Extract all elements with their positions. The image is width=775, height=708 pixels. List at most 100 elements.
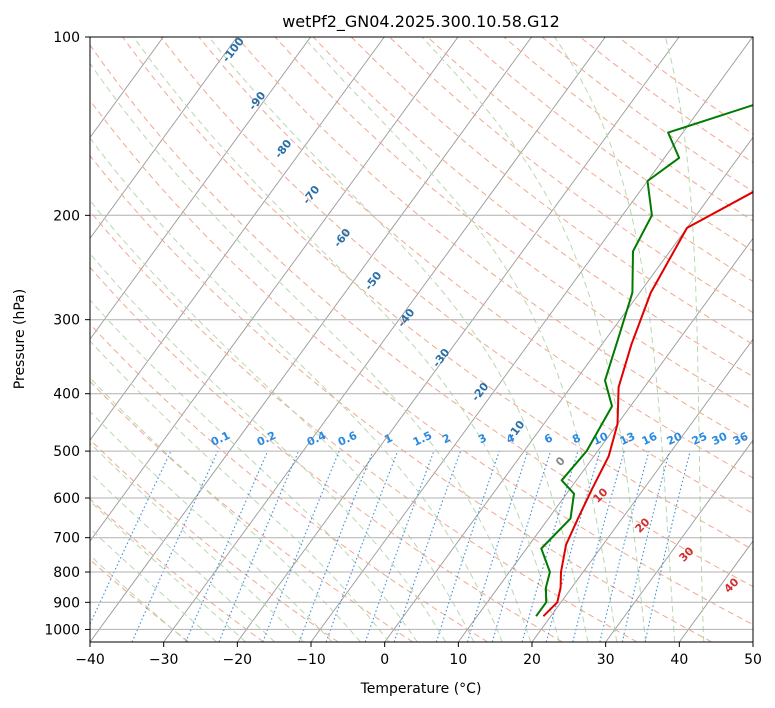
mixing-ratio-line bbox=[90, 450, 172, 626]
x-tick-label: 30 bbox=[597, 652, 615, 668]
mixing-ratio-label: 0.2 bbox=[255, 429, 278, 449]
y-tick-label: 900 bbox=[53, 595, 80, 611]
mixing-ratio-line bbox=[521, 450, 579, 642]
isotherm-line bbox=[457, 237, 753, 642]
dry-adiabat-label: -30 bbox=[430, 346, 453, 370]
dry-adiabat-line bbox=[503, 37, 753, 222]
y-axis: 100 200 300 400 500 600 700 800 900 1000 bbox=[44, 30, 90, 638]
moist-adiabat-line bbox=[90, 62, 532, 642]
moist-adiabat-line bbox=[554, 37, 676, 642]
dry-adiabat-label: -90 bbox=[246, 89, 269, 113]
isotherm-line bbox=[605, 439, 753, 642]
dry-adiabat-label: -50 bbox=[362, 269, 385, 293]
mixing-ratio-label: 30 bbox=[710, 430, 730, 448]
moist-adiabat-line bbox=[90, 554, 188, 642]
mixing-ratio-label: 16 bbox=[640, 430, 660, 448]
mixing-ratio-label: 1 bbox=[382, 431, 394, 446]
dry-adiabat-line bbox=[541, 37, 753, 193]
x-tick-label: 0 bbox=[380, 652, 389, 668]
mixing-ratio-label: 0.6 bbox=[336, 429, 359, 449]
mixing-ratio-label: 0.1 bbox=[209, 429, 232, 449]
mixing-ratio-line bbox=[298, 450, 374, 642]
chart-title: wetPf2_GN04.2025.300.10.58.G12 bbox=[282, 12, 560, 32]
mixing-ratio-label: 13 bbox=[618, 430, 637, 448]
moist-adiabat-line bbox=[303, 37, 618, 642]
mixing-ratio-label: 6 bbox=[542, 431, 555, 446]
y-tick-label: 300 bbox=[53, 313, 80, 329]
mixing-ratio-line bbox=[364, 450, 435, 642]
isotherm-line bbox=[752, 641, 753, 642]
moist-adiabat-line bbox=[208, 37, 589, 642]
mixing-ratio-line bbox=[572, 450, 625, 642]
mixing-ratio-line bbox=[185, 450, 269, 642]
moist-adiabat-line bbox=[90, 500, 247, 642]
mixing-ratio-line bbox=[325, 450, 399, 642]
mixing-ratio-line bbox=[393, 450, 462, 642]
moist-adiabat-line bbox=[90, 410, 333, 642]
dry-adiabat-line bbox=[389, 37, 753, 314]
plot-frame bbox=[89, 36, 754, 643]
x-tick-label: −30 bbox=[149, 652, 179, 668]
dry-adiabat-label: -60 bbox=[331, 226, 354, 250]
moist-adiabat-line bbox=[90, 377, 361, 642]
dry-adiabat-line bbox=[90, 210, 638, 642]
mixing-ratio-line bbox=[466, 450, 529, 642]
isotherm-line bbox=[90, 37, 385, 441]
isotherm-line bbox=[90, 37, 459, 542]
dry-adiabat-line bbox=[90, 558, 190, 642]
dry-adiabat-line bbox=[90, 323, 488, 642]
y-tick-label: 800 bbox=[53, 565, 80, 581]
moist-adiabat-label: 20 bbox=[633, 515, 653, 535]
dry-adiabat-line bbox=[160, 37, 753, 514]
mixing-ratio-line bbox=[131, 450, 219, 642]
moist-adiabat-line bbox=[664, 37, 705, 642]
x-tick-label: 20 bbox=[523, 652, 541, 668]
moist-adiabat-line bbox=[90, 252, 447, 642]
isotherm-line bbox=[384, 136, 753, 642]
x-tick-label: 10 bbox=[449, 652, 467, 668]
isotherm-line bbox=[236, 37, 680, 642]
mixing-ratio-line bbox=[599, 450, 650, 642]
moist-adiabat-line bbox=[90, 340, 390, 642]
isotherm-line bbox=[90, 37, 238, 240]
moist-adiabat-line bbox=[421, 37, 647, 642]
y-tick-label: 200 bbox=[53, 208, 80, 224]
mixing-ratio-line bbox=[545, 450, 601, 642]
moist-adiabat-line bbox=[90, 199, 475, 642]
x-axis: −40 −30 −20 −10 0 10 20 30 40 50 bbox=[75, 642, 762, 668]
mixing-ratio-line bbox=[621, 450, 671, 642]
dry-adiabat-line bbox=[90, 44, 753, 588]
isotherm-line bbox=[531, 338, 753, 642]
dry-adiabat-line bbox=[90, 498, 264, 642]
mixing-ratio-line bbox=[491, 450, 552, 642]
isotherm-line bbox=[90, 37, 311, 340]
dry-adiabat-line bbox=[198, 37, 753, 479]
dry-adiabat-label: -20 bbox=[469, 380, 492, 404]
dry-adiabat-line bbox=[465, 37, 753, 252]
y-tick-label: 400 bbox=[53, 387, 80, 403]
dry-adiabat-label: -100 bbox=[220, 35, 247, 65]
moist-adiabat-line bbox=[90, 299, 418, 642]
moist-adiabat-label: 40 bbox=[722, 575, 742, 595]
background-lines bbox=[90, 37, 753, 642]
mixing-ratio-label: 25 bbox=[690, 430, 709, 448]
y-tick-label: 500 bbox=[53, 444, 80, 460]
moist-adiabat-label: 10 bbox=[591, 485, 611, 505]
mixing-ratio-label: 1.5 bbox=[411, 429, 434, 449]
mixing-ratio-line bbox=[218, 450, 300, 642]
y-tick-label: 1000 bbox=[44, 622, 80, 638]
isotherm-line bbox=[163, 37, 606, 642]
moist-adiabat-line bbox=[90, 527, 217, 642]
dry-adiabat-line bbox=[617, 37, 753, 135]
moist-adiabat-label: 30 bbox=[677, 544, 697, 564]
dry-adiabat-line bbox=[312, 37, 753, 378]
mixing-ratio-label: 20 bbox=[665, 430, 685, 448]
dry-adiabat-line bbox=[427, 37, 753, 283]
y-axis-label: Pressure (hPa) bbox=[12, 289, 28, 389]
dry-adiabat-line bbox=[236, 37, 753, 445]
profile-lines bbox=[535, 104, 753, 617]
mixing-ratio-label: 0.4 bbox=[305, 429, 328, 449]
dewpoint-profile-line bbox=[535, 104, 753, 617]
y-tick-label: 700 bbox=[53, 531, 80, 547]
moist-adiabat-line bbox=[90, 442, 304, 642]
